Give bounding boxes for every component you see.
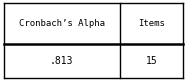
Text: .813: .813: [50, 56, 73, 66]
Text: 15: 15: [146, 56, 157, 66]
Text: Items: Items: [138, 19, 165, 28]
Text: Cronbach’s Alpha: Cronbach’s Alpha: [19, 19, 105, 28]
